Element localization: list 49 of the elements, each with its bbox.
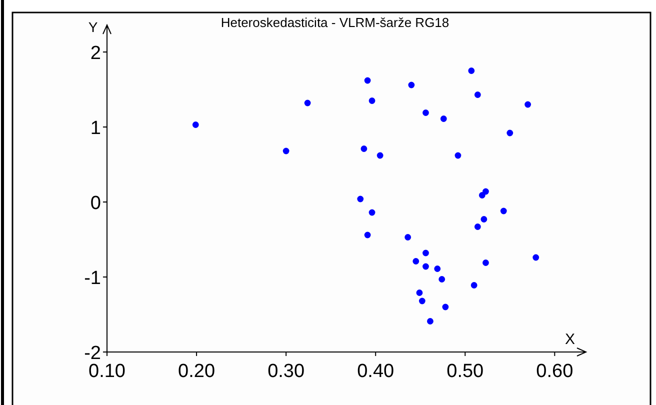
y-tick-label: -2 bbox=[84, 343, 101, 364]
point bbox=[412, 258, 420, 264]
point bbox=[474, 92, 481, 98]
y-tick-label: -1 bbox=[84, 268, 101, 289]
point bbox=[524, 101, 532, 108]
point bbox=[434, 266, 441, 272]
point bbox=[532, 254, 540, 261]
point bbox=[422, 110, 429, 116]
point bbox=[468, 68, 475, 74]
point bbox=[422, 250, 429, 256]
point bbox=[368, 209, 376, 216]
point bbox=[470, 282, 478, 288]
point bbox=[192, 122, 199, 128]
point bbox=[364, 232, 371, 238]
point bbox=[282, 148, 290, 154]
point bbox=[442, 304, 449, 310]
point bbox=[376, 152, 384, 159]
point bbox=[480, 216, 488, 222]
x-tick-label: 0.30 bbox=[268, 361, 305, 382]
y-tick-label: 1 bbox=[90, 118, 101, 139]
point bbox=[474, 224, 481, 230]
chart-title: Heteroskedasticita - VLRM-šarže RG18 bbox=[220, 15, 450, 30]
x-tick-label: 0.50 bbox=[446, 361, 484, 382]
x-tick-label: 0.40 bbox=[357, 361, 394, 382]
point bbox=[506, 130, 514, 136]
point bbox=[500, 208, 507, 214]
point bbox=[357, 196, 364, 202]
point bbox=[422, 263, 429, 270]
x-tick-label: 0.10 bbox=[88, 361, 126, 382]
point bbox=[482, 260, 489, 266]
point bbox=[418, 298, 426, 304]
x-tick-label: 0.20 bbox=[178, 361, 216, 382]
y-axis-title: Y bbox=[88, 19, 98, 35]
y-tick-label: 0 bbox=[90, 193, 101, 214]
point bbox=[416, 290, 423, 296]
point bbox=[454, 152, 462, 159]
y-tick-label: 2 bbox=[90, 43, 101, 64]
point bbox=[368, 98, 376, 104]
point bbox=[360, 146, 368, 152]
point bbox=[438, 276, 446, 282]
point bbox=[364, 77, 371, 84]
point bbox=[427, 318, 434, 324]
point bbox=[304, 100, 311, 106]
point bbox=[408, 82, 415, 88]
x-axis-title: X bbox=[564, 331, 576, 348]
point bbox=[440, 116, 447, 122]
point bbox=[482, 188, 489, 195]
x-tick-label: 0.60 bbox=[536, 361, 574, 382]
point bbox=[404, 234, 412, 240]
